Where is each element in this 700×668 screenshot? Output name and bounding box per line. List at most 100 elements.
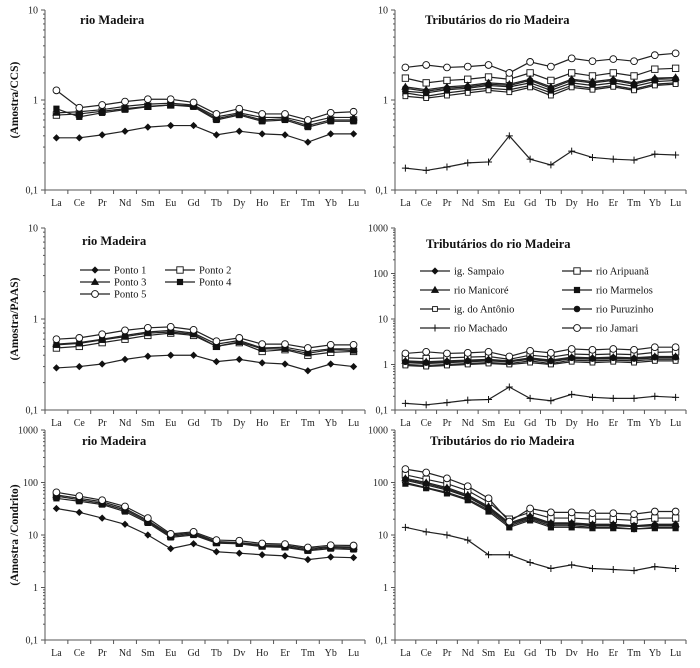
data-point [236, 111, 243, 119]
y-tick-label: 10 [378, 6, 388, 17]
legend-item: ig. Sampaio [420, 267, 504, 278]
data-point [651, 75, 659, 83]
x-tick-label: Tm [301, 198, 315, 209]
data-point [189, 527, 198, 536]
legend-label: ig. do Antônio [454, 305, 514, 316]
data-point [98, 360, 106, 368]
data-point [281, 340, 289, 348]
legend-label: rio Marmelos [596, 286, 653, 297]
x-tick-label: Tm [627, 198, 641, 209]
data-point [671, 64, 680, 72]
data-point [568, 390, 576, 398]
data-point [630, 156, 638, 164]
x-tick-label: Lu [348, 648, 359, 659]
series-ponto-5 [52, 488, 358, 552]
x-tick-label: Gd [187, 418, 199, 429]
x-tick-label: Tb [211, 648, 222, 659]
x-tick-label: Pr [98, 648, 108, 659]
series-line [56, 124, 354, 143]
data-point [235, 549, 243, 557]
y-tick-label: 10 [378, 531, 388, 542]
data-point [589, 86, 596, 93]
x-tick-label: Sm [141, 648, 155, 659]
x-tick-label: Nd [119, 418, 131, 429]
series-line [405, 78, 676, 92]
legend-item: rio Marmelos [562, 286, 653, 297]
x-tick-label: La [51, 648, 62, 659]
data-point [212, 536, 221, 544]
y-tick-label: 0,1 [26, 636, 39, 647]
series-rio-puruzinho [402, 476, 679, 530]
data-point [464, 90, 471, 96]
data-point [401, 164, 409, 172]
legend-marker [91, 290, 99, 298]
data-point [401, 399, 409, 407]
data-point [98, 496, 106, 505]
legend: Ponto 1 Ponto 2 Ponto 3 Ponto 4 Ponto 5 [80, 266, 232, 301]
data-point [144, 323, 152, 332]
panel-6: 0,1 1 10 100 1000 La Ce Pr Nd Sm Eu Gd Tb Dv Ho Er Tm Yb L… [368, 426, 687, 659]
x-tick-label: Nd [462, 418, 474, 429]
legend-marker [430, 285, 440, 293]
data-point [651, 353, 659, 361]
data-point [505, 383, 513, 391]
x-tick-label: Pr [443, 418, 453, 429]
data-point [630, 522, 638, 530]
legend-label: Ponto 3 [114, 278, 146, 289]
data-point [630, 355, 638, 362]
panel-2: 0,1 1 10 La Ce Pr Nd Sm Eu Gd Tb Dy Ho Er Tm Yb Lu Tribut… [376, 6, 687, 209]
data-point [671, 507, 680, 516]
x-tick-label: Er [609, 648, 619, 659]
x-tick-label: Nd [119, 648, 131, 659]
data-point [52, 504, 61, 513]
data-point [144, 352, 152, 360]
x-tick-label: Gd [187, 198, 199, 209]
data-point [304, 123, 311, 131]
x-tick-label: Nd [119, 198, 131, 209]
data-point [651, 82, 658, 89]
series-line [56, 494, 354, 550]
data-point [609, 521, 617, 529]
y-tick-label: 1000 [18, 426, 38, 437]
y-tick-label: 100 [23, 478, 38, 489]
panel-5: 0,1 1 10 100 1000 La Ce Pr Nd Sm Eu Gd Tb Dv Ho Er Tm Yb L… [9, 426, 366, 659]
data-point [402, 476, 409, 483]
data-point [212, 548, 221, 556]
data-point [121, 333, 129, 340]
x-tick-label: Ce [421, 648, 433, 659]
series-line [405, 355, 676, 363]
data-point [609, 155, 617, 163]
x-tick-label: Ho [586, 648, 598, 659]
legend-marker [91, 266, 99, 274]
series-rio-jamari [401, 343, 680, 361]
x-tick-label: Dv [566, 648, 578, 659]
data-point [166, 530, 175, 538]
data-point [630, 80, 638, 88]
x-tick-label: Pr [443, 198, 453, 209]
data-point [53, 105, 60, 112]
x-tick-label: Gd [524, 198, 536, 209]
data-point [327, 553, 335, 561]
x-tick-label: Er [280, 198, 290, 209]
legend-label: rio Machado [454, 324, 507, 335]
data-point [589, 79, 596, 87]
data-point [443, 163, 451, 171]
series-line [405, 386, 676, 406]
series-rio-machado [401, 132, 680, 174]
x-tick-label: La [400, 418, 411, 429]
data-point [144, 103, 151, 110]
legend-item: rio Jamari [562, 324, 638, 335]
legend-label: Ponto 5 [114, 290, 146, 301]
x-tick-label: Er [609, 198, 619, 209]
data-point [505, 69, 514, 77]
data-point [526, 513, 534, 521]
data-point [304, 116, 312, 124]
series-line [56, 104, 354, 128]
data-point [505, 132, 513, 140]
data-point [547, 349, 555, 357]
series-line [56, 331, 354, 354]
legend-label: ig. Sampaio [454, 267, 504, 278]
data-point [258, 359, 266, 367]
x-tick-label: Eu [504, 418, 515, 429]
y-tick-label: 1 [383, 96, 388, 107]
